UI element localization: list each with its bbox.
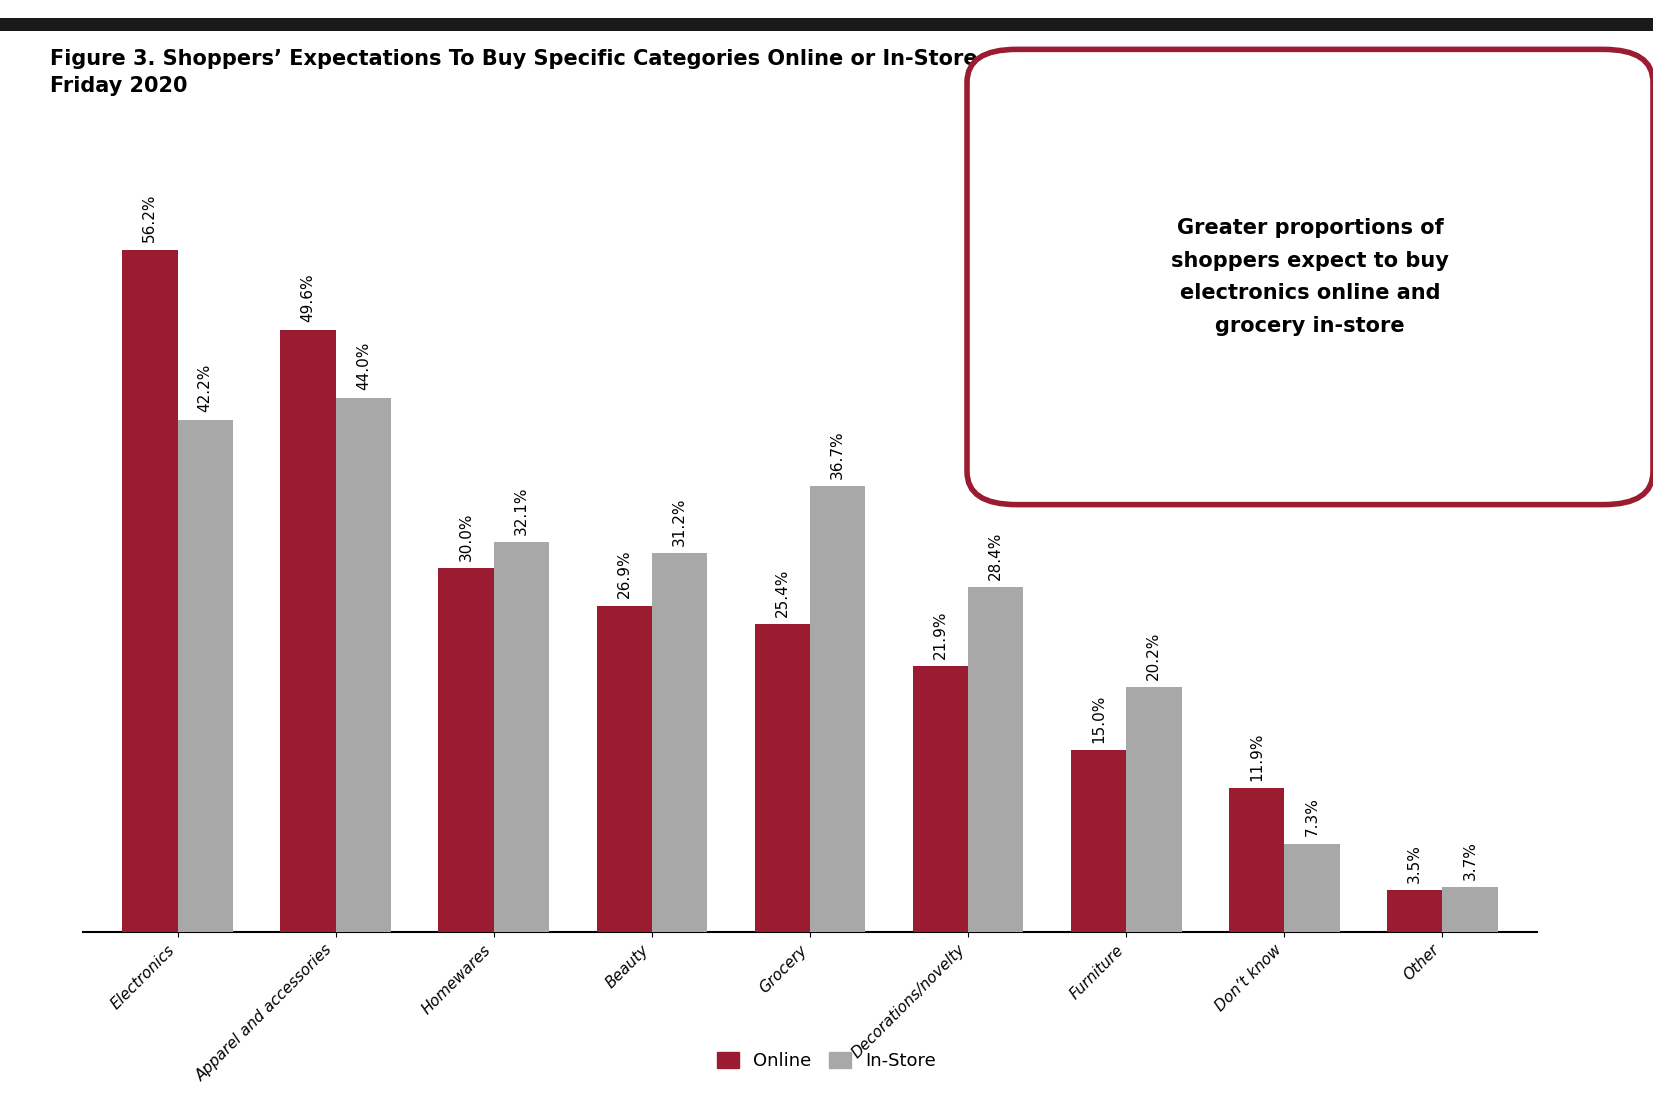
Bar	[438, 568, 494, 932]
Bar	[1126, 687, 1182, 932]
Bar	[281, 330, 336, 932]
Bar	[1228, 788, 1284, 932]
Bar	[1387, 890, 1443, 932]
Bar	[122, 249, 177, 932]
Bar	[177, 420, 233, 932]
Text: 3.5%: 3.5%	[1407, 844, 1422, 883]
Text: Figure 3. Shoppers’ Expectations To Buy Specific Categories Online or In-Store o: Figure 3. Shoppers’ Expectations To Buy …	[50, 49, 1281, 95]
Text: 42.2%: 42.2%	[198, 364, 213, 412]
Bar	[494, 542, 549, 932]
Text: 32.1%: 32.1%	[514, 487, 529, 535]
Bar	[969, 587, 1023, 932]
Text: 28.4%: 28.4%	[988, 532, 1003, 580]
Bar	[1443, 887, 1498, 932]
Bar	[1071, 750, 1126, 932]
Text: 26.9%: 26.9%	[617, 550, 631, 598]
Text: 7.3%: 7.3%	[1304, 798, 1319, 836]
Text: 31.2%: 31.2%	[673, 498, 688, 546]
Bar	[755, 624, 810, 932]
Bar	[336, 398, 392, 932]
Bar	[1284, 844, 1339, 932]
Text: 20.2%: 20.2%	[1147, 632, 1162, 680]
Bar	[912, 666, 969, 932]
Text: 56.2%: 56.2%	[142, 194, 157, 242]
Bar	[651, 553, 707, 932]
Legend: Online, In-Store: Online, In-Store	[709, 1044, 944, 1077]
Bar	[810, 486, 865, 932]
Text: 21.9%: 21.9%	[932, 611, 947, 659]
Text: Greater proportions of
shoppers expect to buy
electronics online and
grocery in-: Greater proportions of shoppers expect t…	[1170, 218, 1450, 336]
Text: 30.0%: 30.0%	[458, 512, 473, 561]
Text: 49.6%: 49.6%	[301, 274, 316, 323]
Text: 15.0%: 15.0%	[1091, 694, 1106, 743]
Text: 36.7%: 36.7%	[830, 431, 845, 479]
Text: 25.4%: 25.4%	[775, 568, 790, 617]
Text: 11.9%: 11.9%	[1250, 732, 1265, 781]
Text: 3.7%: 3.7%	[1463, 841, 1478, 880]
Text: 44.0%: 44.0%	[355, 342, 370, 391]
Bar	[597, 606, 651, 932]
